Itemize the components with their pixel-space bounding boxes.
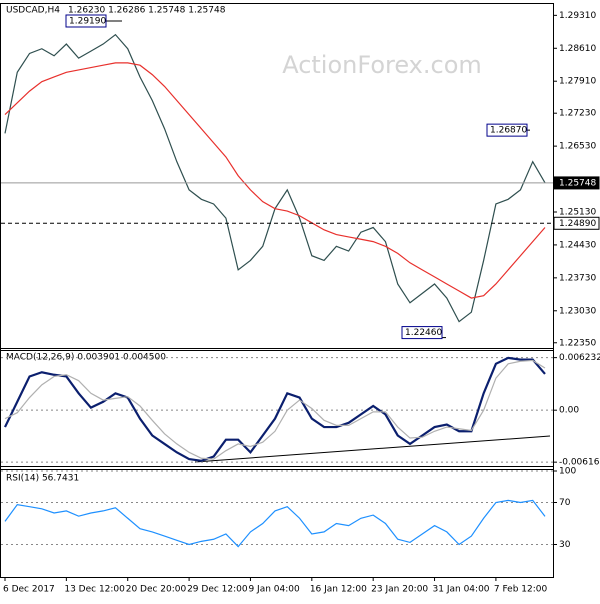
chart-title: USDCAD,H4 <box>6 6 60 16</box>
y-tick-label: 30 <box>559 540 571 550</box>
trend-line <box>194 435 551 463</box>
x-tick-label: 6 Dec 2017 <box>3 585 55 595</box>
y-tick-label: 70 <box>559 498 571 508</box>
x-tick-label: 23 Jan 20:00 <box>371 585 428 595</box>
annotation-box <box>486 123 528 137</box>
x-tick-label: 29 Dec 12:00 <box>187 585 248 595</box>
annotation-label: 1.22460 <box>405 328 442 338</box>
price-level-label: 1.24890 <box>559 219 596 229</box>
x-tick-label: 9 Jan 04:00 <box>248 585 300 595</box>
annotation-label: 1.29190 <box>69 16 106 26</box>
price-level-label: 1.25748 <box>559 178 596 188</box>
x-tick-label: 13 Dec 12:00 <box>64 585 125 595</box>
y-tick-label: 100 <box>559 467 576 477</box>
watermark: ActionForex.com <box>282 51 482 79</box>
y-tick-label: 1.27910 <box>559 77 596 87</box>
y-tick-label: 0.00 <box>559 406 579 416</box>
y-tick-label: 1.28610 <box>559 44 596 54</box>
y-tick-label: 1.23030 <box>559 306 596 316</box>
x-tick-label: 31 Jan 04:00 <box>433 585 490 595</box>
y-tick-label: 1.24430 <box>559 240 596 250</box>
y-tick-label: -0.006163 <box>559 458 600 468</box>
y-tick-label: 1.25130 <box>559 207 596 217</box>
annotation-box <box>65 14 107 28</box>
series-line <box>4 359 546 460</box>
series-line <box>4 356 546 462</box>
price-box <box>553 176 600 190</box>
series-line <box>4 62 546 299</box>
y-tick-label: 1.29310 <box>559 11 596 21</box>
x-tick-label: 20 Dec 20:00 <box>126 585 187 595</box>
x-tick-label: 16 Jan 12:00 <box>310 585 367 595</box>
y-tick-label: 1.27230 <box>559 109 596 119</box>
x-tick-label: 7 Feb 12:00 <box>494 585 548 595</box>
annotation-label: 1.26870 <box>490 126 527 136</box>
chart-subtitle: 1.26230 1.26286 1.25748 1.25748 <box>68 6 226 16</box>
panel-title: RSI(14) 56.7431 <box>6 474 79 484</box>
series-line <box>4 499 546 548</box>
y-tick-label: 1.23730 <box>559 273 596 283</box>
annotation-box <box>401 326 443 340</box>
y-tick-label: 1.22350 <box>559 338 596 348</box>
price-box <box>553 216 600 230</box>
y-tick-label: 1.26530 <box>559 142 596 152</box>
y-tick-label: 0.006232 <box>559 353 600 363</box>
